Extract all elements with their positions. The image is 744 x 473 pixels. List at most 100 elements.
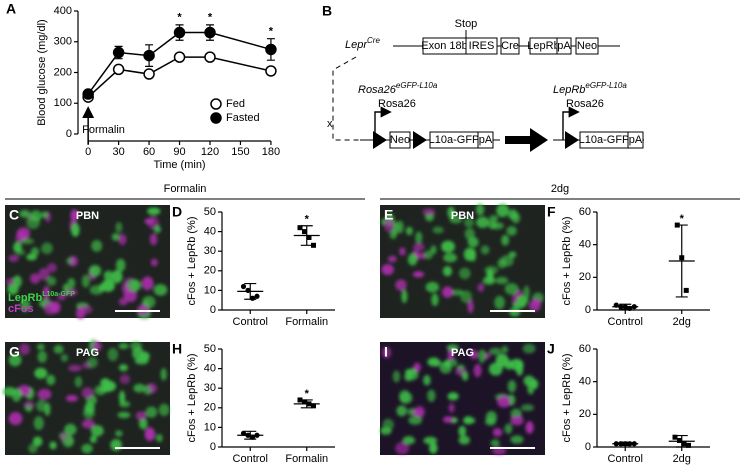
gene-box-label: IRES bbox=[469, 40, 495, 52]
cell bbox=[508, 251, 517, 258]
cell bbox=[114, 430, 123, 437]
gene-box-label: L10a-GFP bbox=[429, 134, 480, 146]
cell bbox=[443, 416, 454, 423]
cell bbox=[90, 425, 104, 437]
cells bbox=[5, 207, 168, 320]
cell bbox=[413, 242, 425, 251]
cell bbox=[71, 222, 80, 237]
x-tick-label: Control bbox=[608, 453, 643, 465]
y-tick-label: 0 bbox=[210, 304, 216, 316]
cell bbox=[443, 359, 452, 368]
cell bbox=[20, 238, 34, 245]
loxp-site bbox=[565, 131, 579, 149]
data-point bbox=[143, 68, 155, 80]
cell bbox=[89, 435, 97, 444]
cell bbox=[33, 416, 44, 431]
cell bbox=[464, 228, 475, 241]
cell bbox=[37, 350, 48, 363]
cell bbox=[29, 273, 41, 284]
cell bbox=[118, 233, 127, 246]
gene-box bbox=[556, 37, 572, 55]
cell bbox=[396, 405, 407, 417]
data-point bbox=[240, 283, 247, 290]
panel-letter: G bbox=[9, 344, 20, 360]
cell bbox=[412, 271, 425, 278]
data-point bbox=[311, 242, 316, 248]
cell bbox=[42, 286, 50, 300]
panel-letter: J bbox=[547, 341, 555, 357]
cell bbox=[111, 233, 120, 241]
channel-name: LepRb bbox=[8, 292, 43, 304]
data-point bbox=[631, 304, 637, 310]
promoter-label: Rosa26 bbox=[566, 98, 604, 110]
allele-label: LepRbeGFP-L10a bbox=[553, 81, 627, 96]
cell bbox=[458, 435, 471, 445]
cell bbox=[427, 389, 436, 402]
data-point bbox=[249, 295, 256, 301]
data-point bbox=[245, 287, 251, 293]
significance-star: * bbox=[177, 12, 182, 24]
cell bbox=[487, 219, 498, 230]
channel-label: LepRbL10a-GFP bbox=[8, 291, 75, 304]
cell bbox=[427, 357, 440, 367]
cell bbox=[401, 289, 408, 304]
legend-label: Fed bbox=[226, 98, 245, 110]
cell bbox=[41, 242, 53, 255]
gene-box bbox=[465, 37, 498, 55]
cell bbox=[49, 441, 57, 450]
cell bbox=[81, 387, 94, 399]
allele-label: Rosa26eGFP-L10a bbox=[358, 81, 438, 96]
cell bbox=[424, 250, 433, 260]
significance-star: * bbox=[305, 388, 310, 400]
data-point bbox=[249, 434, 256, 440]
y-tick-label: 10 bbox=[204, 284, 216, 296]
cell bbox=[149, 233, 158, 246]
legend-marker bbox=[210, 98, 222, 110]
section-title: 2dg bbox=[551, 183, 569, 195]
x-tick-label: 120 bbox=[201, 146, 219, 158]
cell bbox=[395, 279, 407, 291]
promoter-arrow bbox=[562, 106, 580, 140]
data-point bbox=[677, 437, 682, 443]
channel-sup: L10a-GFP bbox=[42, 291, 75, 298]
cell bbox=[477, 283, 485, 292]
cross-line bbox=[332, 56, 360, 141]
data-point bbox=[311, 403, 316, 409]
data-point bbox=[618, 304, 624, 310]
data-point bbox=[173, 26, 186, 39]
gene-box-label: pA bbox=[479, 134, 493, 146]
cell bbox=[441, 240, 455, 253]
cell bbox=[60, 354, 69, 362]
cell bbox=[489, 347, 502, 356]
data-point bbox=[618, 441, 624, 447]
significance-star: * bbox=[269, 26, 274, 38]
cell bbox=[46, 374, 56, 386]
cell bbox=[381, 346, 392, 359]
y-axis-label: cFos + LepRb (%) bbox=[561, 217, 573, 306]
cell bbox=[38, 267, 50, 281]
cell bbox=[405, 368, 417, 376]
allele-label-base: Rosa26 bbox=[358, 84, 397, 96]
cell bbox=[23, 401, 35, 408]
y-tick-label: 30 bbox=[204, 382, 216, 394]
cell bbox=[11, 388, 22, 402]
data-point bbox=[686, 442, 691, 448]
data-point bbox=[681, 441, 687, 447]
cell bbox=[36, 400, 47, 412]
panel-letter: A bbox=[6, 1, 16, 17]
data-point bbox=[679, 255, 685, 261]
cell bbox=[381, 264, 394, 276]
data-point bbox=[613, 302, 619, 308]
cell bbox=[429, 442, 438, 454]
panel-letter: F bbox=[547, 204, 556, 220]
cell bbox=[501, 234, 510, 246]
significance-star: * bbox=[208, 12, 213, 24]
significance-star: * bbox=[680, 213, 685, 225]
cell bbox=[399, 247, 406, 256]
x-tick-label: Formalin bbox=[285, 453, 328, 465]
allele-label-base: Lepr bbox=[345, 39, 368, 51]
allele-label-sup: eGFP-L10a bbox=[396, 81, 438, 90]
cell bbox=[500, 254, 514, 267]
cell bbox=[68, 364, 82, 372]
